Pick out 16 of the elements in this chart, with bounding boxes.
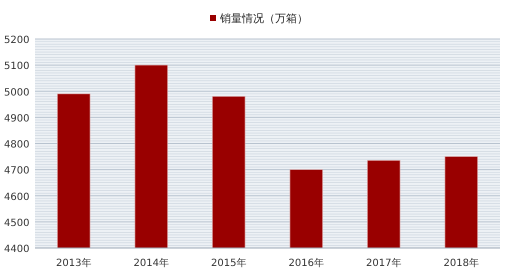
x-tick-label: 2016年 [288,257,324,269]
y-tick-label: 4500 [4,218,30,229]
x-tick-label: 2018年 [444,257,479,269]
y-tick-label: 4800 [4,140,30,150]
x-tick-label: 2017年 [366,257,402,269]
y-tick-label: 5100 [4,61,30,72]
y-tick-label: 4400 [4,244,30,255]
y-tick-label: 4700 [4,166,30,177]
y-tick-label: 4600 [4,192,30,203]
y-tick-label: 5200 [4,35,30,46]
x-tick-label: 2014年 [134,257,169,269]
y-tick-label: 4900 [4,113,30,124]
x-tick-label: 2013年 [56,257,92,269]
x-tick-label: 2015年 [211,257,246,269]
legend-label: 销量情况（万箱） [219,12,308,25]
y-tick-label: 5000 [4,87,30,98]
